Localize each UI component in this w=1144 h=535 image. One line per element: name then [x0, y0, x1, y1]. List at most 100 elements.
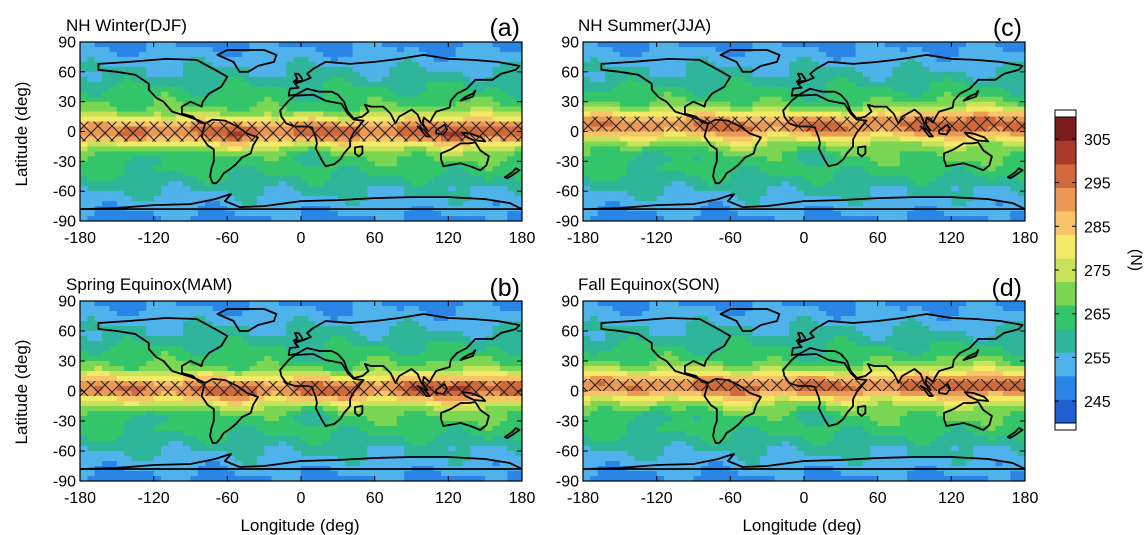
heatmap-cell — [286, 361, 295, 367]
heatmap-cell — [463, 411, 472, 417]
heatmap-cell — [337, 376, 346, 382]
heatmap-cell — [686, 61, 695, 68]
heatmap-cell — [278, 156, 287, 162]
heatmap-cell — [507, 76, 516, 83]
heatmap-cell — [102, 216, 111, 221]
heatmap-cell — [352, 356, 361, 362]
heatmap-cell — [404, 161, 413, 167]
heatmap-cell — [470, 416, 479, 422]
heatmap-cell — [877, 56, 886, 63]
heatmap-cell — [973, 61, 982, 68]
heatmap-cell — [374, 216, 383, 221]
heatmap-cell — [359, 86, 368, 93]
heatmap-cell — [671, 71, 680, 78]
heatmap-cell — [433, 186, 442, 192]
heatmap-cell — [168, 321, 177, 327]
heatmap-cell — [234, 151, 243, 157]
heatmap-cell — [330, 341, 339, 347]
heatmap-cell — [389, 366, 398, 372]
heatmap-cell — [477, 146, 486, 152]
heatmap-cell — [161, 86, 169, 93]
heatmap-cell — [840, 56, 849, 63]
heatmap-cell — [183, 321, 192, 327]
heatmap-cell — [433, 441, 442, 447]
heatmap-cell — [286, 441, 295, 447]
heatmap-cell — [227, 61, 236, 68]
heatmap-cell — [418, 351, 427, 357]
heatmap-cell — [102, 436, 111, 442]
heatmap-cell — [396, 351, 405, 357]
heatmap-cell — [249, 106, 258, 113]
heatmap-cell — [242, 331, 251, 337]
heatmap-cell — [367, 211, 376, 217]
heatmap-cell — [138, 376, 147, 382]
heatmap-cell — [404, 471, 413, 477]
heatmap-cell — [175, 396, 184, 402]
heatmap-cell — [116, 471, 125, 477]
heatmap-cell — [190, 91, 199, 98]
heatmap-cell — [404, 326, 413, 332]
heatmap-cell — [234, 196, 243, 202]
heatmap-cell — [499, 326, 508, 332]
heatmap-cell — [514, 401, 522, 407]
heatmap-cell — [227, 456, 236, 462]
heatmap-cell — [161, 42, 169, 48]
heatmap-cell — [374, 81, 383, 88]
heatmap-cell — [455, 66, 464, 73]
heatmap-cell — [293, 146, 302, 152]
heatmap-cell — [264, 211, 273, 217]
heatmap-cell — [507, 66, 516, 73]
heatmap-cell — [330, 101, 339, 108]
heatmap-cell — [264, 186, 273, 192]
heatmap-cell — [94, 116, 103, 123]
heatmap-cell — [470, 401, 479, 407]
heatmap-cell — [433, 146, 442, 152]
heatmap-cell — [345, 56, 354, 63]
heatmap-cell — [330, 446, 339, 452]
heatmap-cell — [463, 416, 472, 422]
heatmap-cell — [418, 356, 427, 362]
heatmap-cell — [175, 401, 184, 407]
heatmap-cell — [183, 441, 192, 447]
heatmap-cell — [367, 156, 376, 162]
heatmap-cell — [80, 301, 88, 307]
heatmap-cell — [477, 361, 486, 367]
heatmap-cell — [426, 181, 435, 187]
heatmap-cell — [330, 406, 339, 412]
heatmap-cell — [271, 81, 280, 88]
heatmap-cell — [396, 186, 405, 192]
heatmap-cell — [374, 171, 383, 177]
heatmap-cell — [116, 341, 125, 347]
heatmap-cell — [175, 196, 184, 202]
heatmap-cell — [470, 376, 479, 382]
heatmap-cell — [833, 66, 842, 73]
heatmap-cell — [146, 181, 155, 187]
heatmap-cell — [87, 306, 96, 312]
heatmap-cell — [153, 181, 162, 187]
heatmap-cell — [301, 51, 309, 58]
heatmap-cell — [641, 51, 650, 58]
heatmap-cell — [514, 161, 522, 167]
heatmap-cell — [345, 161, 354, 167]
heatmap-cell — [433, 306, 442, 312]
heatmap-cell — [234, 76, 243, 83]
heatmap-cell — [124, 441, 133, 447]
heatmap-cell — [463, 51, 472, 58]
heatmap-cell — [345, 116, 354, 123]
heatmap-cell — [256, 371, 265, 377]
heatmap-cell — [264, 321, 273, 327]
heatmap-cell — [396, 61, 405, 68]
heatmap-cell — [404, 96, 413, 103]
heatmap-cell — [892, 61, 901, 68]
heatmap-cell — [94, 306, 103, 312]
heatmap-cell — [87, 361, 96, 367]
heatmap-cell — [249, 441, 258, 447]
heatmap-cell — [175, 441, 184, 447]
heatmap-cell — [441, 301, 449, 307]
heatmap-cell — [470, 306, 479, 312]
heatmap-cell — [759, 76, 768, 83]
heatmap-cell — [634, 51, 643, 58]
heatmap-cell — [980, 66, 989, 73]
heatmap-cell — [441, 441, 449, 447]
heatmap-cell — [308, 186, 317, 192]
